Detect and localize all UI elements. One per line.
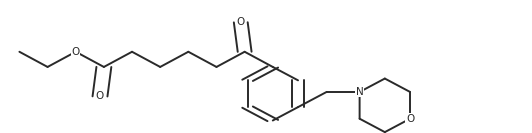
Text: O: O: [96, 91, 104, 101]
Text: O: O: [72, 47, 80, 57]
Text: O: O: [406, 114, 414, 124]
Text: N: N: [356, 87, 363, 97]
Text: O: O: [237, 17, 245, 27]
